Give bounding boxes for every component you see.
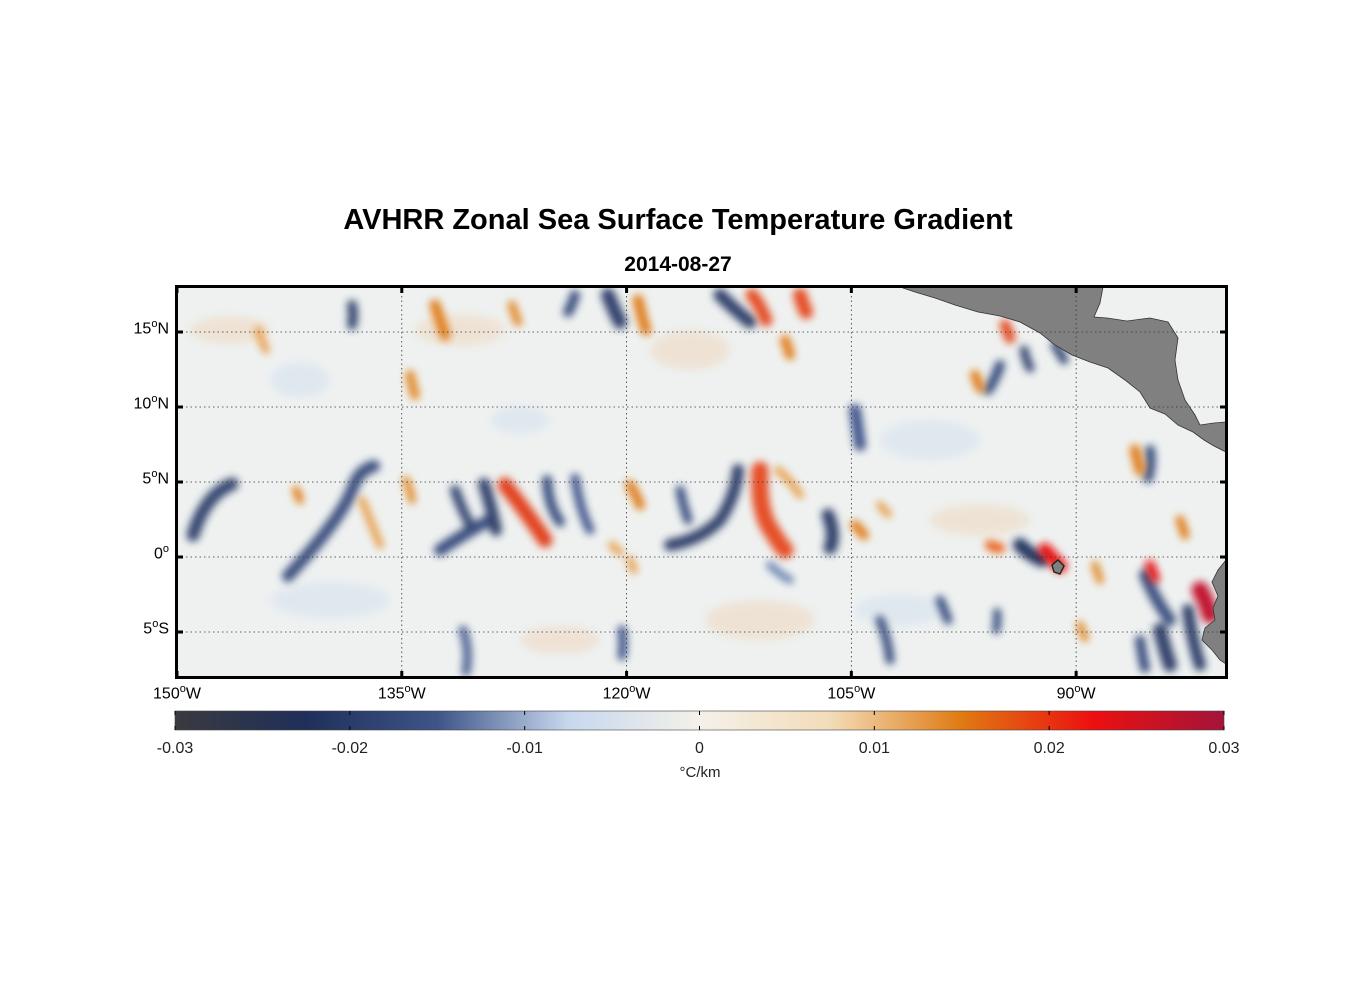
land: [899, 287, 1226, 665]
colorbar-unit: °C/km: [679, 764, 721, 781]
lon-tick-label: 105oW: [827, 683, 876, 703]
colorbar-tick-label: 0: [695, 740, 704, 757]
colorbar-tick-label: 0.02: [1033, 740, 1065, 757]
colorbar-tick-label: -0.02: [331, 740, 369, 757]
land-galapagos: [1051, 559, 1065, 575]
lat-tick-label: 5oS: [143, 618, 169, 638]
land-central-america: [899, 287, 1226, 453]
colorbar-ticks: [174, 711, 1225, 730]
chart-subtitle: 2014-08-27: [624, 253, 732, 276]
colorbar-tick-label: 0.03: [1208, 740, 1240, 757]
sst-gradient-field: [186, 288, 1219, 677]
lat-tick-label: 5oN: [142, 468, 169, 488]
colorbar-tick-label: -0.03: [156, 740, 194, 757]
chart-title: AVHRR Zonal Sea Surface Temperature Grad…: [343, 204, 1013, 236]
map-ticks: [175, 285, 1228, 679]
lon-tick-label: 120oW: [602, 683, 651, 703]
graticule: [177, 287, 1226, 677]
lon-tick-label: 90oW: [1056, 683, 1096, 703]
colorbar-tick-label: -0.01: [506, 740, 543, 757]
lon-tick-label: 150oW: [153, 683, 201, 703]
land-south-america: [1201, 559, 1226, 665]
lon-tick-label: 135oW: [377, 683, 426, 703]
colorbar-tick-label: 0.01: [858, 740, 890, 757]
lat-tick-label: 0o: [153, 543, 169, 563]
lat-tick-label: 10oN: [133, 393, 169, 413]
lat-tick-label: 15oN: [133, 318, 169, 338]
